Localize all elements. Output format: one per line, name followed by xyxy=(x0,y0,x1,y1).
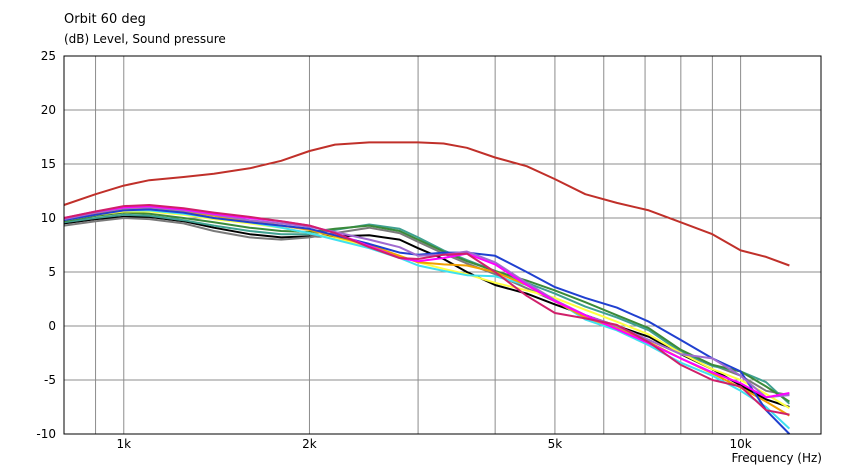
plot-frame xyxy=(63,55,822,435)
x-axis-label: Frequency (Hz) xyxy=(731,451,823,465)
x-tick-label: 10k xyxy=(729,437,751,451)
x-tick-label: 1k xyxy=(116,437,131,451)
series-line-1 xyxy=(63,141,790,267)
y-tick-label: 15 xyxy=(41,157,56,171)
y-tick-label: -10 xyxy=(36,427,56,441)
y-tick-label: 25 xyxy=(41,49,56,63)
x-tick-label: 5k xyxy=(548,437,563,451)
chart-title: Orbit 60 deg xyxy=(64,12,146,27)
series-lines xyxy=(63,141,791,435)
y-tick-label: 5 xyxy=(48,265,56,279)
y-tick-label: 10 xyxy=(41,211,56,225)
series-line-12 xyxy=(63,204,790,416)
y-tick-label: 0 xyxy=(48,319,56,333)
series-line-6 xyxy=(63,210,790,409)
series-line-10 xyxy=(63,206,790,399)
y-tick-label: 20 xyxy=(41,103,56,117)
series-line-11 xyxy=(63,205,790,399)
series-line-5 xyxy=(63,211,790,403)
series-line-4 xyxy=(63,213,791,405)
series-line-9 xyxy=(63,208,791,435)
y-axis-label: (dB) Level, Sound pressure xyxy=(64,32,226,46)
y-tick-labels: 25 20 15 10 5 0 -5 -10 xyxy=(36,49,56,441)
x-tick-label: 2k xyxy=(302,437,317,451)
x-tick-labels: 1k 2k 5k 10k xyxy=(116,437,751,451)
y-tick-label: -5 xyxy=(44,373,56,387)
